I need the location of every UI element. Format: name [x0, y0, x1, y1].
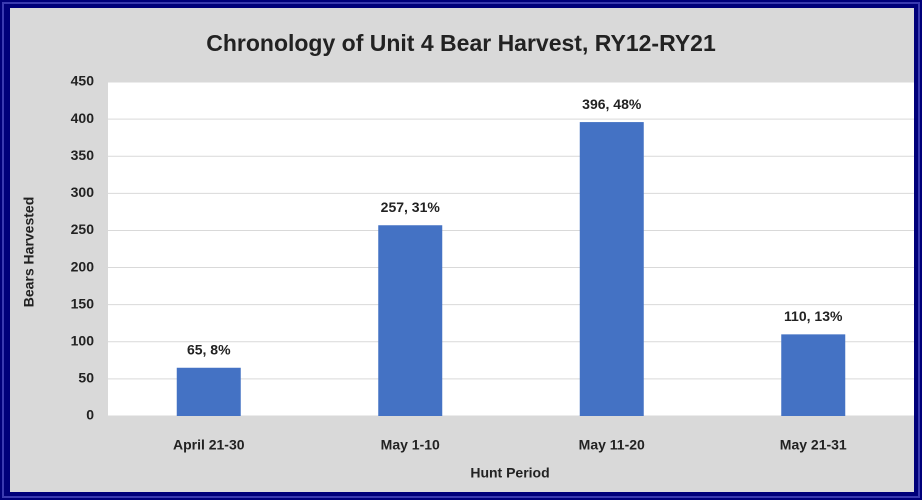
y-axis-title: Bears Harvested — [21, 197, 37, 308]
y-tick-label: 50 — [78, 370, 94, 386]
data-label: 65, 8% — [187, 341, 231, 357]
x-tick-label: April 21-30 — [173, 437, 245, 453]
plot-area — [108, 82, 914, 416]
y-tick-label: 400 — [71, 110, 95, 126]
y-tick-label: 100 — [71, 332, 95, 348]
x-axis-title: Hunt Period — [470, 465, 549, 481]
bar — [781, 334, 846, 416]
y-tick-label: 200 — [71, 258, 95, 274]
y-tick-label: 250 — [71, 221, 95, 237]
y-tick-label: 450 — [71, 73, 95, 89]
data-label: 257, 31% — [381, 199, 441, 215]
x-tick-label: May 1-10 — [381, 437, 440, 453]
x-tick-label: May 11-20 — [579, 437, 645, 453]
chart-title: Chronology of Unit 4 Bear Harvest, RY12-… — [206, 30, 716, 56]
y-tick-label: 350 — [71, 147, 95, 163]
y-tick-label: 150 — [71, 295, 95, 311]
bar — [579, 122, 644, 416]
y-tick-label: 0 — [86, 407, 94, 423]
x-tick-label: May 21-31 — [780, 437, 847, 453]
data-label: 396, 48% — [582, 96, 642, 112]
bar — [378, 225, 443, 416]
y-tick-label: 300 — [71, 184, 95, 200]
data-label: 110, 13% — [784, 308, 843, 324]
bar — [176, 367, 241, 416]
